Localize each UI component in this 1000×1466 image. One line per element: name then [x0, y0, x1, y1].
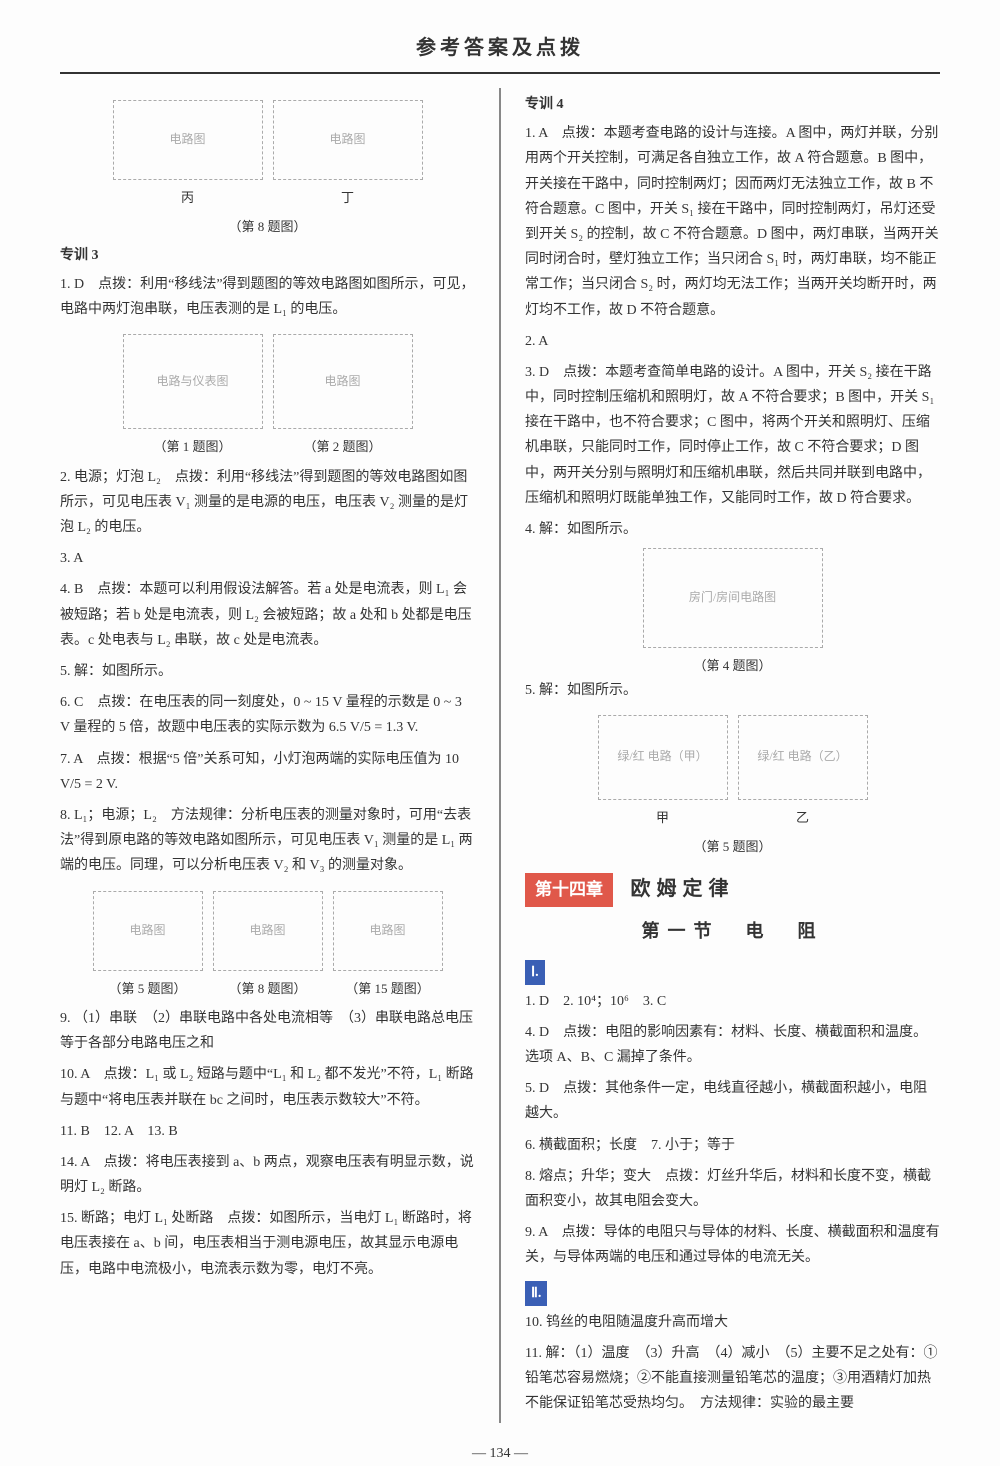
zx3-q1: 1. D 点拨：利用“移线法”得到题图的等效电路图如图所示，可见，电路中两灯泡串… — [60, 272, 475, 322]
li-q9: 9. A 点拨：导体的电阻只与导体的材料、长度、横截面积和温度有关，与导体两端的… — [525, 1220, 940, 1270]
fig5-circuit: 电路图 — [93, 891, 203, 971]
fig5-yi-block: 绿/红 电路（乙） 乙 — [738, 709, 868, 829]
fig2-caption: （第 2 题图） — [273, 435, 413, 458]
zx3-q10: 10. A 点拨：L₁ 或 L₂ 短路与题中“L₁ 和 L₂ 都不发光”不符，L… — [60, 1062, 475, 1112]
left-column: 电路图 丙 电路图 丁 （第 8 题图） 专训 3 1. D 点拨：利用“移线法… — [60, 88, 475, 1423]
zx3-q7: 7. A 点拨：根据“5 倍”关系可知，小灯泡两端的实际电压值为 10 V/5 … — [60, 747, 475, 797]
fig2-block: 电路图 （第 2 题图） — [273, 328, 413, 458]
fig5-jia-block: 绿/红 电路（甲） 甲 — [598, 709, 728, 829]
fig5-8-15-row: 电路图 （第 5 题图） 电路图 （第 8 题图） 电路图 （第 15 题图） — [60, 885, 475, 1000]
zx4-q3: 3. D 点拨：本题考查简单电路的设计。A 图中，开关 S₂ 接在干路中，同时控… — [525, 360, 940, 511]
fig1-caption: （第 1 题图） — [123, 435, 263, 458]
chapter14-band: 第十四章 欧姆定律 — [525, 871, 940, 908]
zx4-q5: 5. 解：如图所示。 — [525, 678, 940, 703]
fig8-caption: （第 8 题图） — [213, 977, 323, 1000]
fig8-top-row: 电路图 丙 电路图 丁 — [60, 94, 475, 209]
fig8-circuit: 电路图 — [213, 891, 323, 971]
chapter14-title: 欧姆定律 — [631, 878, 735, 900]
fig8-ding: 电路图 — [273, 100, 423, 180]
level-ii-head: Ⅱ. — [525, 1281, 547, 1306]
fig5-caption-right: （第 5 题图） — [525, 835, 940, 858]
li-q4: 4. D 点拨：电阻的影响因素有：材料、长度、横截面积和温度。选项 A、B、C … — [525, 1020, 940, 1070]
fig8-top-caption: （第 8 题图） — [60, 215, 475, 238]
fig8-bing-block: 电路图 丙 — [113, 94, 263, 209]
page-number: — 134 — — [60, 1441, 940, 1466]
fig5-jia-label: 甲 — [598, 806, 728, 829]
fig1-2-row: 电路与仪表图 （第 1 题图） 电路图 （第 2 题图） — [60, 328, 475, 458]
fig8-bing-label: 丙 — [113, 186, 263, 209]
zx4-q1: 1. A 点拨：本题考查电路的设计与连接。A 图中，两灯并联，分别用两个开关控制… — [525, 121, 940, 323]
fig1-circuit: 电路与仪表图 — [123, 334, 263, 429]
fig15-block: 电路图 （第 15 题图） — [333, 885, 443, 1000]
zx3-q14: 14. A 点拨：将电压表接到 a、b 两点，观察电压表有明显示数，说明灯 L₂… — [60, 1150, 475, 1200]
zx3-q3: 3. A — [60, 546, 475, 571]
zhuanxun3-head: 专训 3 — [60, 243, 475, 268]
section1-title: 第一节 电 阻 — [525, 915, 940, 947]
fig15-circuit: 电路图 — [333, 891, 443, 971]
fig5-yi-label: 乙 — [738, 806, 868, 829]
fig5-row: 绿/红 电路（甲） 甲 绿/红 电路（乙） 乙 — [525, 709, 940, 829]
fig5-jia: 绿/红 电路（甲） — [598, 715, 728, 800]
level-i-head: Ⅰ. — [525, 960, 545, 985]
zx3-q6: 6. C 点拨：在电压表的同一刻度处，0 ~ 15 V 量程的示数是 0 ~ 3… — [60, 690, 475, 740]
fig2-circuit: 电路图 — [273, 334, 413, 429]
zx3-q5: 5. 解：如图所示。 — [60, 659, 475, 684]
fig8-ding-label: 丁 — [273, 186, 423, 209]
lii-q11: 11. 解：（1）温度 （3）升高 （4）减小 （5）主要不足之处有：①铅笔芯容… — [525, 1341, 940, 1417]
lii-q10: 10. 钨丝的电阻随温度升高而增大 — [525, 1310, 940, 1335]
zhuanxun4-head: 专训 4 — [525, 92, 940, 117]
zx3-q11-13: 11. B 12. A 13. B — [60, 1119, 475, 1144]
fig5-block: 电路图 （第 5 题图） — [93, 885, 203, 1000]
fig5-yi: 绿/红 电路（乙） — [738, 715, 868, 800]
li-q1-3: 1. D 2. 10⁴；10⁶ 3. C — [525, 989, 940, 1014]
zx4-q2: 2. A — [525, 329, 940, 354]
zx3-q15: 15. 断路；电灯 L₁ 处断路 点拨：如图所示，当电灯 L₁ 断路时，将电压表… — [60, 1206, 475, 1282]
zx4-q4: 4. 解：如图所示。 — [525, 517, 940, 542]
zx3-q2: 2. 电源；灯泡 L₂ 点拨：利用“移线法”得到题图的等效电路图如图所示，可见电… — [60, 465, 475, 541]
column-divider — [499, 88, 501, 1423]
zx3-q8: 8. L₁；电源；L₂ 方法规律：分析电压表的测量对象时，可用“去表法”得到原电… — [60, 803, 475, 879]
content-columns: 电路图 丙 电路图 丁 （第 8 题图） 专训 3 1. D 点拨：利用“移线法… — [60, 88, 940, 1423]
fig4-caption: （第 4 题图） — [525, 654, 940, 677]
fig8-bing: 电路图 — [113, 100, 263, 180]
fig8-block: 电路图 （第 8 题图） — [213, 885, 323, 1000]
zx3-q9: 9. （1）串联 （2）串联电路中各处电流相等 （3）串联电路总电压等于各部分电… — [60, 1006, 475, 1056]
fig8-ding-block: 电路图 丁 — [273, 94, 423, 209]
fig1-block: 电路与仪表图 （第 1 题图） — [123, 328, 263, 458]
page-title: 参考答案及点拨 — [60, 30, 940, 74]
fig4-circuit: 房门/房间电路图 — [643, 548, 823, 648]
fig15-caption: （第 15 题图） — [333, 977, 443, 1000]
zx3-q4: 4. B 点拨：本题可以利用假设法解答。若 a 处是电流表，则 L₁ 会被短路；… — [60, 577, 475, 653]
li-q6-7: 6. 横截面积；长度 7. 小于；等于 — [525, 1133, 940, 1158]
li-q5: 5. D 点拨：其他条件一定，电线直径越小，横截面积越小，电阻越大。 — [525, 1076, 940, 1126]
li-q8: 8. 熔点；升华；变大 点拨：灯丝升华后，材料和长度不变，横截面积变小，故其电阻… — [525, 1164, 940, 1214]
fig5-caption: （第 5 题图） — [93, 977, 203, 1000]
right-column: 专训 4 1. A 点拨：本题考查电路的设计与连接。A 图中，两灯并联，分别用两… — [525, 88, 940, 1423]
chapter14-label: 第十四章 — [525, 873, 613, 908]
